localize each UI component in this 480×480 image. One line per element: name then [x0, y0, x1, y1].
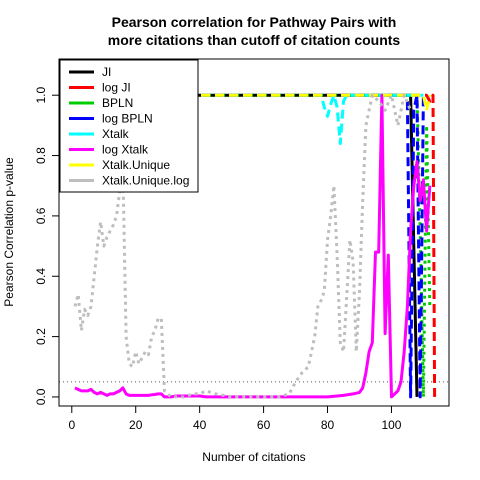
series-line-bpln [75, 93, 432, 399]
series-line-log-xtalk [74, 93, 432, 399]
x-tick-label: 20 [129, 418, 143, 432]
legend-box [59, 59, 199, 193]
x-tick-label: 100 [381, 418, 401, 432]
y-tick-label: 0.6 [34, 207, 48, 224]
chart-title-line-1: Pearson correlation for Pathway Pairs wi… [112, 14, 397, 30]
y-tick-label: 0.2 [34, 328, 48, 345]
legend-label: Xtalk.Unique [102, 158, 170, 172]
x-tick-label: 80 [321, 418, 335, 432]
x-axis-label: Number of citations [202, 450, 305, 464]
legend-label: JI [102, 65, 111, 79]
y-tick-label: 0.8 [34, 147, 48, 164]
legend-label: BPLN [102, 96, 133, 110]
x-tick-label: 0 [68, 418, 75, 432]
y-tick-label: 0.4 [34, 268, 48, 285]
x-tick-label: 60 [257, 418, 271, 432]
y-tick-label: 1.0 [34, 87, 48, 104]
y-tick-label: 0.0 [34, 388, 48, 405]
chart-title-line-2: more citations than cutoff of citation c… [108, 32, 401, 48]
legend-label: log Xtalk [102, 143, 149, 157]
legend-label: Xtalk.Unique.log [102, 174, 189, 188]
legend-label: log JI [102, 81, 131, 95]
legend-label: log BPLN [102, 112, 153, 126]
x-tick-label: 40 [193, 418, 207, 432]
y-axis-label: Pearson Correlation p-value [2, 157, 16, 307]
legend-label: Xtalk [102, 127, 130, 141]
series-line-xtalk-unique [75, 93, 432, 112]
